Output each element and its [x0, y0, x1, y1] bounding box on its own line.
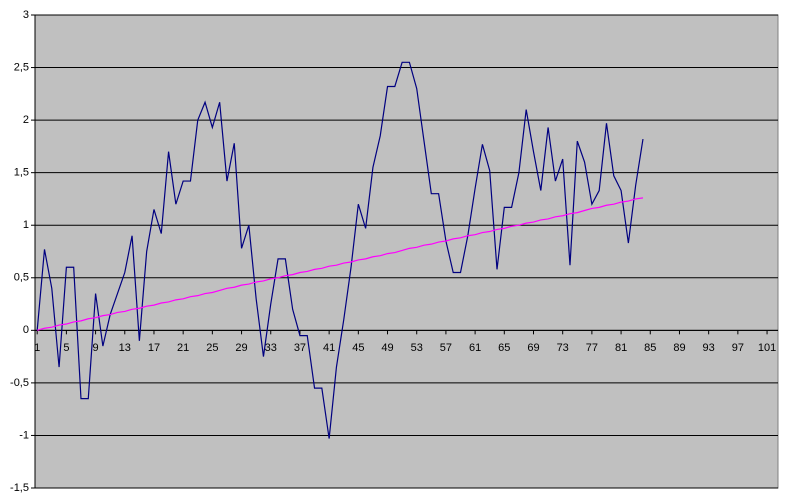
x-tick-label: 81 [615, 342, 627, 354]
y-tick-label: 0,5 [14, 272, 29, 284]
x-tick-label: 13 [119, 342, 131, 354]
y-tick-label: 0 [23, 324, 29, 336]
x-tick-label: 77 [586, 342, 598, 354]
x-tick-label: 69 [527, 342, 539, 354]
x-tick-label: 85 [644, 342, 656, 354]
x-tick-label: 29 [235, 342, 247, 354]
x-tick-label: 33 [265, 342, 277, 354]
x-tick-label: 61 [469, 342, 481, 354]
x-tick-label: 57 [440, 342, 452, 354]
y-tick-label: 1 [23, 219, 29, 231]
y-tick-label: 2,5 [14, 61, 29, 73]
series-line [36, 61, 644, 439]
x-tick-label: 53 [411, 342, 423, 354]
y-tick-label: 2 [23, 114, 29, 126]
x-tick-label: 45 [352, 342, 364, 354]
x-tick-label: 21 [177, 342, 189, 354]
x-tick-label: 101 [758, 342, 776, 354]
x-tick-label: 93 [703, 342, 715, 354]
x-tick-label: 17 [148, 342, 160, 354]
plot-area [34, 14, 779, 489]
x-tick-label: 73 [557, 342, 569, 354]
series-line [37, 197, 644, 331]
x-tick-label: 89 [673, 342, 685, 354]
x-tick-label: 65 [498, 342, 510, 354]
y-tick-label: 3 [23, 9, 29, 21]
x-tick-label: 49 [381, 342, 393, 354]
x-tick-label: 41 [323, 342, 335, 354]
x-tick-label: 37 [294, 342, 306, 354]
x-tick-label: 5 [63, 342, 69, 354]
x-tick-label: 25 [206, 342, 218, 354]
y-tick-label: 1,5 [14, 167, 29, 179]
y-tick-label: -0,5 [10, 377, 29, 389]
x-tick-label: 97 [732, 342, 744, 354]
x-tick-label: 1 [34, 342, 40, 354]
x-tick-label: 9 [93, 342, 99, 354]
y-tick-label: -1 [19, 429, 29, 441]
y-tick-label: -1,5 [10, 482, 29, 494]
